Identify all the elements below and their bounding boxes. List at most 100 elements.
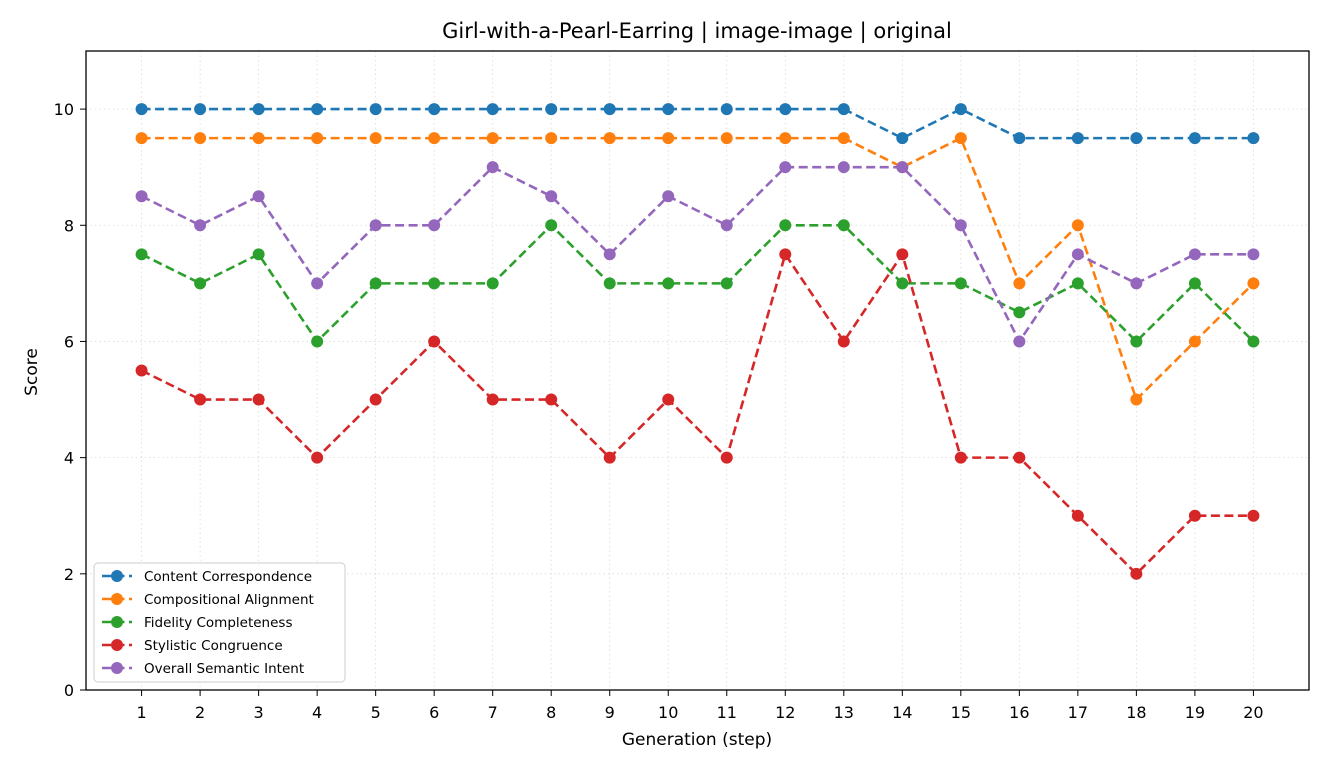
legend-entry: Overall Semantic Intent [102, 661, 304, 677]
data-point [1013, 277, 1026, 290]
data-point [779, 161, 792, 174]
data-point [428, 132, 441, 145]
x-tick-label: 19 [1185, 703, 1205, 722]
data-point [1130, 335, 1143, 348]
data-point [720, 277, 733, 290]
data-point [720, 132, 733, 145]
data-point [252, 103, 265, 116]
x-tick-label: 13 [834, 703, 854, 722]
x-tick-label: 17 [1068, 703, 1088, 722]
data-point [1130, 567, 1143, 580]
data-point [779, 103, 792, 116]
data-point [428, 277, 441, 290]
series-line [141, 107, 1254, 140]
legend-swatch-marker [111, 593, 123, 605]
legend-entry: Stylistic Congruence [102, 638, 283, 654]
data-point [486, 277, 499, 290]
x-tick-label: 9 [605, 703, 615, 722]
data-point [1130, 277, 1143, 290]
data-point [603, 132, 616, 145]
x-tick-label: 7 [488, 703, 498, 722]
data-point [662, 190, 675, 203]
data-point [135, 103, 148, 116]
data-point [486, 103, 499, 116]
data-point [1130, 132, 1143, 145]
y-axis-label: Score [22, 348, 42, 396]
y-tick-label: 8 [64, 216, 74, 235]
series-2 [135, 132, 1260, 406]
data-point [1247, 509, 1260, 522]
series-4 [135, 248, 1260, 580]
x-tick-label: 4 [312, 703, 322, 722]
data-point [662, 393, 675, 406]
data-point [837, 335, 850, 348]
data-point [311, 132, 324, 145]
data-point [1188, 132, 1201, 145]
legend-label: Compositional Alignment [144, 592, 314, 608]
series-line [141, 165, 1254, 343]
data-point [603, 451, 616, 464]
legend-swatch-marker [111, 616, 123, 628]
data-point [603, 103, 616, 116]
legend-label: Overall Semantic Intent [144, 661, 304, 677]
data-point [252, 190, 265, 203]
data-point [954, 451, 967, 464]
data-point [1247, 248, 1260, 261]
legend-entry: Fidelity Completeness [102, 615, 292, 631]
series-line [141, 223, 1255, 343]
series-1 [135, 103, 1260, 145]
data-point [545, 103, 558, 116]
data-point [428, 335, 441, 348]
data-point [954, 219, 967, 232]
legend-label: Content Correspondence [144, 569, 312, 585]
data-point [486, 132, 499, 145]
x-tick-label: 16 [1009, 703, 1029, 722]
data-point [135, 248, 148, 261]
data-point [1188, 248, 1201, 261]
x-tick-label: 10 [658, 703, 678, 722]
data-point [194, 132, 207, 145]
series-layer [135, 103, 1260, 580]
data-point [1071, 277, 1084, 290]
data-point [1247, 335, 1260, 348]
data-point [545, 393, 558, 406]
data-point [311, 103, 324, 116]
data-point [896, 277, 909, 290]
plot-frame [85, 50, 1310, 691]
series-5 [135, 161, 1260, 348]
legend-label: Fidelity Completeness [144, 615, 292, 631]
x-axis-label: Generation (step) [622, 730, 772, 750]
x-tick-label: 18 [1126, 703, 1146, 722]
data-point [486, 393, 499, 406]
x-tick-label: 3 [254, 703, 264, 722]
x-tick-label: 6 [429, 703, 439, 722]
data-point [603, 277, 616, 290]
data-point [779, 219, 792, 232]
data-point [486, 161, 499, 174]
chart-title: Girl-with-a-Pearl-Earring | image-image … [442, 19, 952, 44]
data-point [1188, 509, 1201, 522]
series-line [141, 253, 1254, 576]
data-point [311, 451, 324, 464]
data-point [369, 219, 382, 232]
data-point [135, 190, 148, 203]
x-tick-label: 15 [951, 703, 971, 722]
data-point [135, 132, 148, 145]
data-point [194, 277, 207, 290]
x-tick-label: 20 [1243, 703, 1263, 722]
data-point [545, 132, 558, 145]
data-point [545, 219, 558, 232]
x-tick-label: 2 [195, 703, 205, 722]
x-tick-label: 12 [775, 703, 795, 722]
data-point [428, 103, 441, 116]
data-point [720, 219, 733, 232]
data-point [954, 277, 967, 290]
data-point [369, 103, 382, 116]
data-point [252, 248, 265, 261]
data-point [837, 219, 850, 232]
data-point [1071, 509, 1084, 522]
data-point [662, 103, 675, 116]
data-point [720, 103, 733, 116]
